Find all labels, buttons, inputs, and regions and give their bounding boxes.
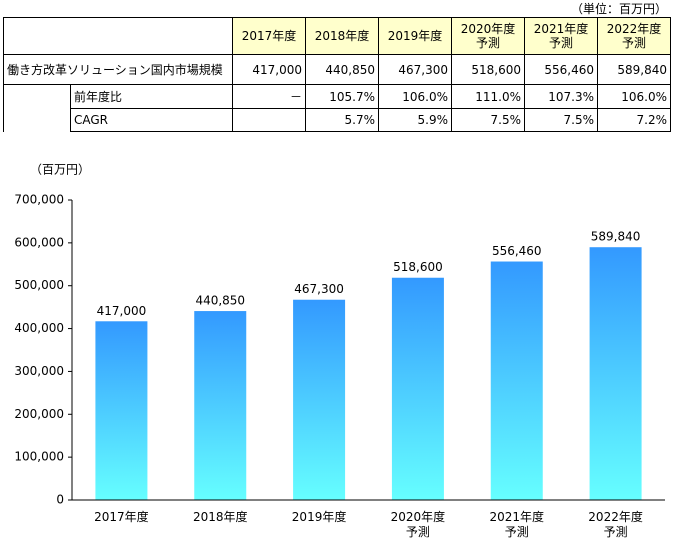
table-cell: 518,600 [451,54,525,85]
value-label: 556,460 [492,244,542,258]
x-tick-label: 2018年度 [192,510,248,524]
table-cell: 417,000 [232,54,306,85]
value-label: 518,600 [393,260,443,274]
bar [194,311,247,500]
value-label: 467,300 [294,282,344,296]
table-row: 前年度比－ 105.7% 106.0% 111.0% 107.3% 106.0% [3,84,671,109]
value-label: 589,840 [591,230,641,244]
bar [95,321,148,500]
y-tick-label: 500,000 [14,278,64,292]
y-tick-label: 100,000 [14,450,64,464]
header-cell: 2022年度 予測 [597,17,671,55]
x-tick-label: 2019年度 [291,510,347,524]
x-tick-label: 2021年度 予測 [489,510,545,539]
y-tick-label: 600,000 [14,235,64,249]
header-cell: 2017年度 [232,17,306,55]
unit-label: （単位：百万円） [570,2,667,16]
table-cell: 107.3% [524,84,598,109]
header-blank [3,17,233,55]
table-cell: 440,850 [305,54,379,85]
x-tick-label: 2017年度 [94,510,149,524]
table-cell: 106.0% [597,84,671,109]
bar [589,247,642,500]
y-tick-label: 200,000 [14,407,64,421]
table-cell: 5.7% [305,108,379,132]
table-row: 2017年度 2018年度 2019年度 2020年度 予測 2021年度 予測 2022… [3,17,671,55]
table-row: CAGR 5.7% 5.9% 7.5% 7.5% 7.2% [3,108,671,132]
table-cell: 111.0% [451,84,525,109]
bar [391,277,444,500]
row-label: 働き方改革ソリューション国内市場規模 [3,54,233,85]
table-cell: 589,840 [597,54,671,85]
indent-blank [3,84,71,109]
header-cell: 2020年度 予測 [451,17,525,55]
x-tick-label: 2022年度 予測 [588,510,643,539]
table-row: 働き方改革ソリューション国内市場規模 417,000 440,850 467,300 5… [3,54,671,85]
bar [293,299,346,500]
row-label: CAGR [70,108,233,132]
header-cell: 2021年度 予測 [524,17,598,55]
table-cell: 556,460 [524,54,598,85]
header-cell: 2018年度 [305,17,379,55]
row-label: 前年度比 [70,84,233,109]
y-tick-label: 700,000 [14,193,64,207]
table-cell: 5.9% [378,108,452,132]
y-tick-label: 300,000 [14,364,64,378]
x-tick-label: 2020年度 予測 [390,510,446,539]
y-tick-label: 400,000 [14,321,64,335]
table-cell: 7.5% [524,108,598,132]
header-cell: 2019年度 [378,17,452,55]
data-table: 2017年度 2018年度 2019年度 2020年度 予測 2021年度 予測 2022… [3,17,671,132]
table-cell: 7.2% [597,108,671,132]
value-label: 440,850 [195,294,245,308]
bar [490,261,543,500]
value-label: 417,000 [97,304,147,318]
y-tick-label: 0 [56,493,64,507]
y-axis-label: （百万円） [30,163,90,177]
